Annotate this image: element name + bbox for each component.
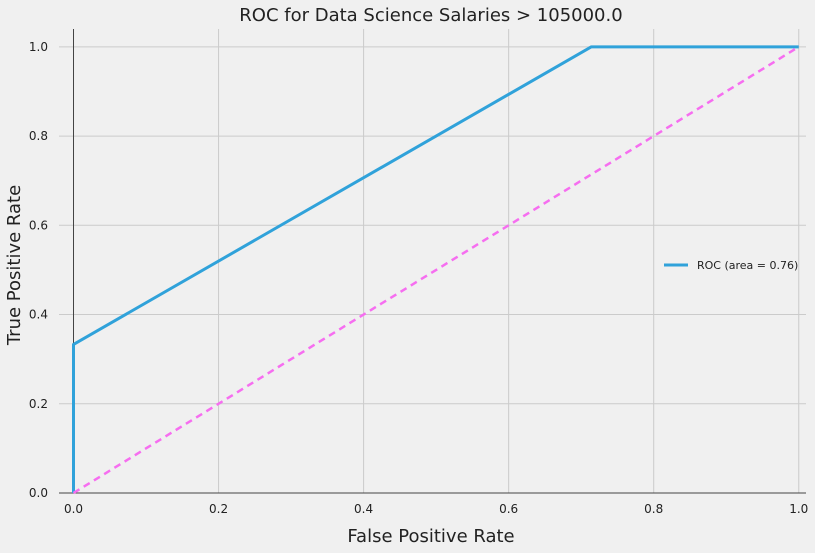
y-axis-label: True Positive Rate xyxy=(4,185,25,346)
legend: ROC (area = 0.76) xyxy=(664,259,798,272)
y-tick-label: 0.6 xyxy=(29,218,48,232)
y-tick-label: 1.0 xyxy=(29,40,48,54)
y-tick-label: 0.4 xyxy=(29,308,48,322)
y-tick-label: 0.2 xyxy=(29,397,48,411)
x-tick-label: 0.8 xyxy=(644,502,663,516)
chance-diagonal-line xyxy=(72,45,800,495)
x-tick-label: 0.2 xyxy=(209,502,228,516)
x-tick-label: 0.6 xyxy=(499,502,518,516)
x-tick-label: 1.0 xyxy=(789,502,808,516)
x-axis-label: False Positive Rate xyxy=(347,526,514,547)
series xyxy=(72,45,800,495)
y-tick-label: 0.8 xyxy=(29,129,48,143)
x-tick-label: 0.0 xyxy=(64,502,83,516)
y-tick-label: 0.0 xyxy=(29,486,48,500)
tick-labels: 0.0 0.2 0.4 0.6 0.8 1.0 0.0 0.2 0.4 0.6 0.8 1.0 xyxy=(29,40,808,516)
x-tick-label: 0.4 xyxy=(354,502,373,516)
chart-title: ROC for Data Science Salaries > 105000.0 xyxy=(239,5,622,26)
legend-label: ROC (area = 0.76) xyxy=(697,259,798,272)
roc-curve-line xyxy=(72,45,799,493)
